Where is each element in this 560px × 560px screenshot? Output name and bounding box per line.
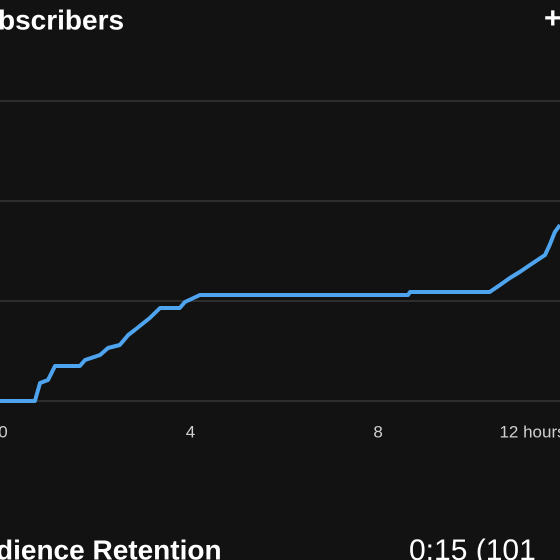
x-tick-label: 12 hours bbox=[499, 422, 560, 441]
add-button[interactable]: + bbox=[544, 2, 560, 35]
data-line bbox=[0, 223, 560, 403]
x-tick-label: 8 bbox=[373, 422, 382, 441]
section-title: dience Retention bbox=[0, 534, 222, 560]
x-tick-label: 0 bbox=[0, 422, 8, 441]
section-value: 0:15 (101 bbox=[409, 534, 536, 560]
card-title: bscribers bbox=[0, 4, 124, 35]
x-tick-label: 4 bbox=[186, 422, 195, 441]
